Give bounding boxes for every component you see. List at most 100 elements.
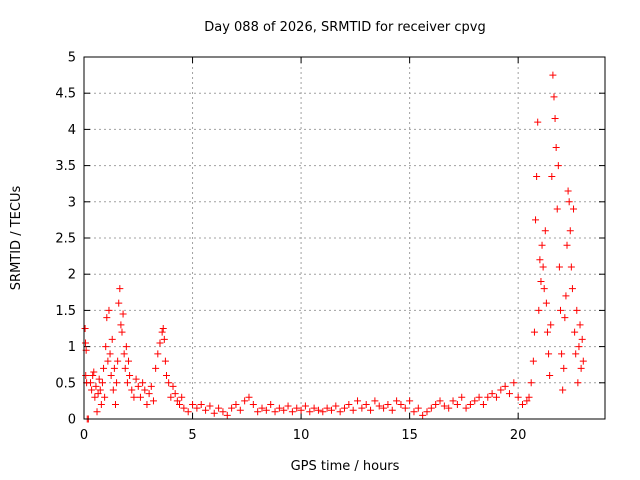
- data-point: [169, 382, 177, 390]
- data-point: [539, 263, 547, 271]
- data-point: [104, 357, 112, 365]
- data-point: [271, 408, 279, 416]
- data-point: [551, 115, 559, 123]
- data-point: [471, 397, 479, 405]
- data-point: [549, 71, 557, 79]
- data-point: [423, 408, 431, 416]
- data-point: [501, 382, 509, 390]
- data-point: [130, 393, 138, 401]
- data-point: [102, 343, 110, 351]
- data-point: [319, 408, 327, 416]
- data-point: [367, 406, 375, 414]
- data-point: [550, 93, 558, 101]
- data-point: [126, 372, 134, 380]
- data-point: [206, 402, 214, 410]
- data-point: [553, 205, 561, 213]
- data-point: [475, 393, 483, 401]
- data-point: [176, 401, 184, 409]
- data-point: [573, 306, 581, 314]
- data-point: [82, 339, 90, 347]
- data-point: [210, 409, 218, 417]
- x-axis-label: GPS time / hours: [291, 459, 400, 474]
- data-point: [134, 382, 142, 390]
- x-tick-label: 20: [510, 428, 527, 443]
- data-point: [529, 357, 537, 365]
- data-point: [120, 350, 128, 358]
- x-tick-label: 15: [401, 428, 418, 443]
- x-tick-label: 10: [293, 428, 310, 443]
- data-point: [98, 379, 106, 387]
- data-point: [543, 328, 551, 336]
- data-point: [436, 397, 444, 405]
- data-point: [101, 393, 109, 401]
- data-point: [345, 401, 353, 409]
- data-point: [90, 368, 98, 376]
- data-point: [558, 350, 566, 358]
- data-point: [197, 401, 205, 409]
- y-tick-label: 1.5: [55, 304, 76, 319]
- data-point: [160, 335, 168, 343]
- data-point: [563, 241, 571, 249]
- data-point: [215, 404, 223, 412]
- data-point: [154, 350, 162, 358]
- data-point: [156, 339, 164, 347]
- data-point: [432, 401, 440, 409]
- data-point: [219, 408, 227, 416]
- data-point: [445, 404, 453, 412]
- data-point: [275, 404, 283, 412]
- data-point: [410, 408, 418, 416]
- y-axis-label: SRMTID / TECUs: [9, 186, 24, 291]
- data-point: [530, 328, 538, 336]
- data-point: [113, 379, 121, 387]
- data-point: [143, 401, 151, 409]
- data-point: [371, 397, 379, 405]
- data-point: [81, 325, 89, 332]
- data-point: [258, 404, 266, 412]
- data-point: [564, 187, 572, 195]
- y-tick-label: 1: [68, 340, 76, 355]
- data-point: [538, 241, 546, 249]
- data-point: [109, 386, 117, 394]
- data-point: [579, 357, 587, 365]
- data-point: [116, 285, 124, 293]
- data-point: [323, 404, 331, 412]
- data-point: [532, 216, 540, 224]
- data-point: [122, 343, 130, 351]
- data-point: [105, 306, 113, 314]
- grid-lines: [84, 57, 605, 419]
- data-point: [534, 118, 542, 126]
- data-point: [565, 198, 573, 206]
- x-tick-label: 5: [188, 428, 196, 443]
- data-point: [92, 382, 100, 390]
- y-tick-label: 4.5: [55, 87, 76, 102]
- axis-ticks: 0 0.5 1 1.5 2 2.5 3 3.5 4 4.5 5 0 5 10 15 20: [55, 51, 605, 443]
- data-point: [314, 406, 322, 414]
- data-point: [479, 401, 487, 409]
- data-point: [223, 411, 231, 419]
- data-point: [458, 393, 466, 401]
- data-point: [293, 404, 301, 412]
- data-point: [232, 401, 240, 409]
- data-point: [147, 382, 155, 390]
- data-point: [111, 401, 119, 409]
- y-tick-label: 5: [68, 51, 76, 66]
- data-point: [88, 386, 96, 394]
- data-point: [466, 401, 474, 409]
- data-point: [536, 256, 544, 264]
- data-point: [171, 390, 179, 398]
- y-tick-label: 0: [68, 413, 76, 428]
- data-point: [358, 404, 366, 412]
- data-point: [95, 375, 103, 383]
- data-point: [484, 393, 492, 401]
- data-point: [202, 406, 210, 414]
- data-point: [89, 372, 97, 380]
- data-point: [149, 397, 157, 405]
- data-point: [349, 406, 357, 414]
- data-point: [103, 314, 111, 322]
- chart-title: Day 088 of 2026, SRMTID for receiver cpv…: [204, 20, 486, 35]
- data-point: [159, 325, 167, 332]
- data-point: [354, 397, 362, 405]
- data-point: [249, 401, 257, 409]
- data-point: [519, 401, 527, 409]
- data-point: [578, 335, 586, 343]
